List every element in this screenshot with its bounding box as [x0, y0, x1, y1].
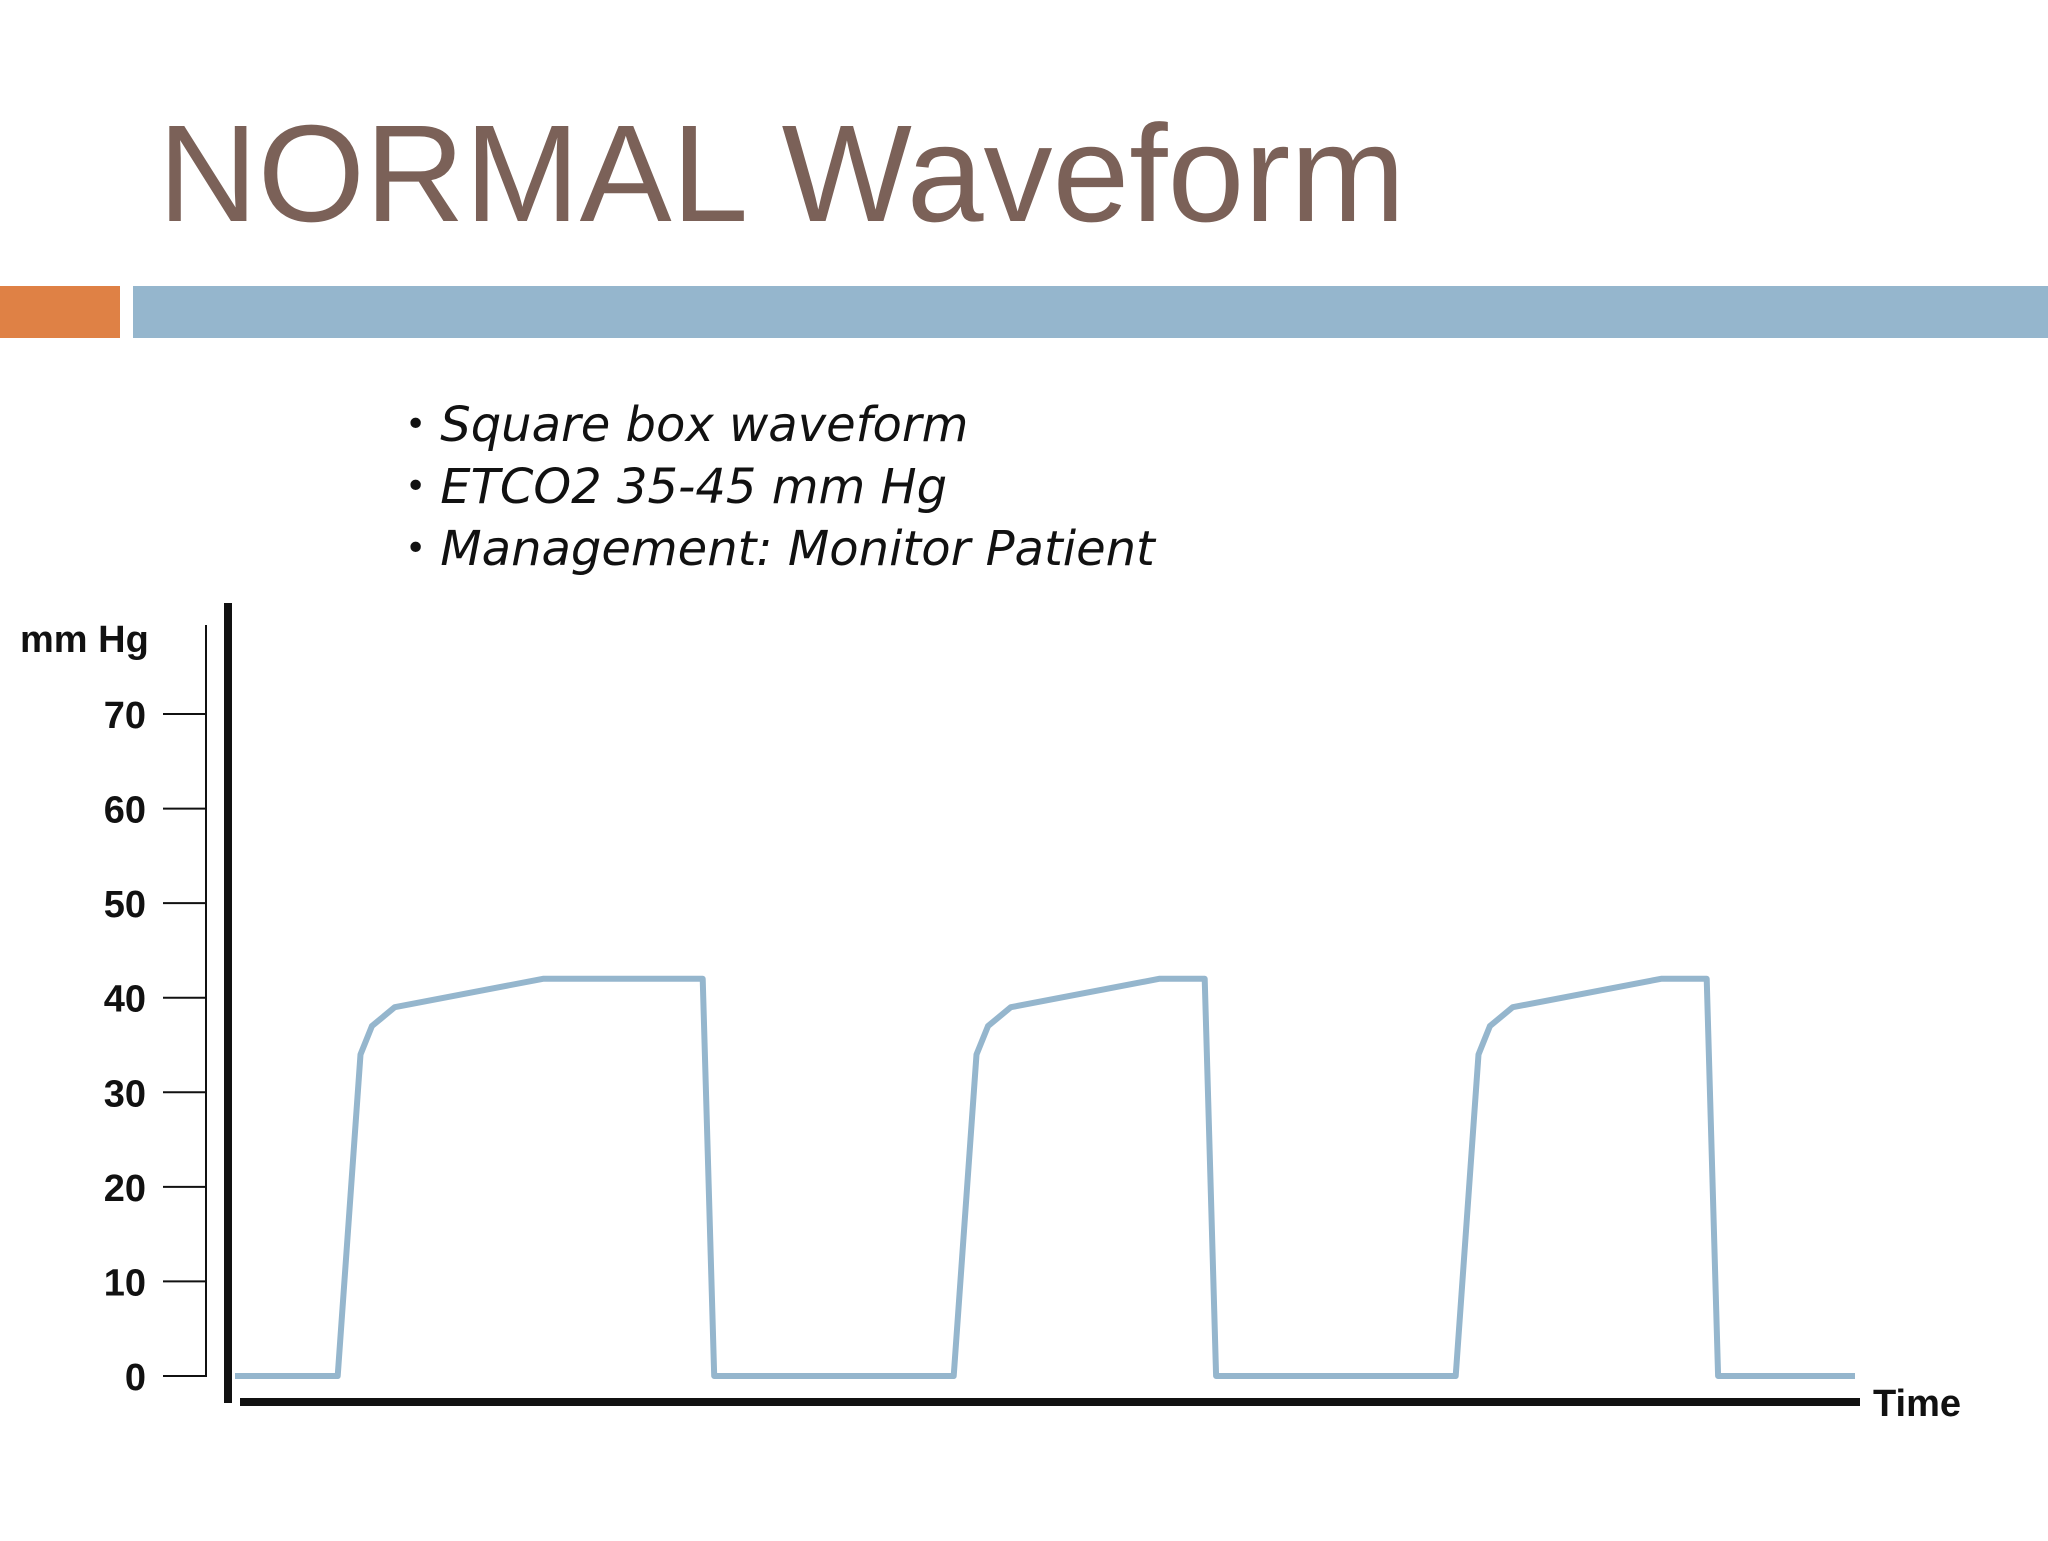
bullet-item: • Management: Monitor Patient [405, 518, 1155, 580]
bullet-dot-icon: • [405, 404, 427, 445]
bullet-item: • ETCO2 35-45 mm Hg [405, 456, 1155, 518]
y-tick-label: 0 [125, 1357, 146, 1399]
y-tick-label: 40 [104, 979, 146, 1021]
bullet-dot-icon: • [405, 466, 427, 507]
y-axis-label: mm Hg [20, 619, 149, 661]
title-accent-bar-orange [0, 286, 120, 338]
y-tick-label: 10 [104, 1262, 146, 1304]
y-tick-label: 50 [104, 884, 146, 926]
title-accent-bar-blue [133, 286, 2048, 338]
bullet-item: • Square box waveform [405, 394, 1155, 456]
bullet-text: Square box waveform [440, 397, 969, 453]
bullet-list: • Square box waveform • ETCO2 35-45 mm Hg … [405, 394, 1155, 580]
y-tick-label: 70 [104, 695, 146, 737]
slide-title: NORMAL Waveform [158, 97, 1406, 251]
y-tick-label: 30 [104, 1073, 146, 1115]
x-axis-label: Time [1873, 1383, 1961, 1425]
y-tick-label: 60 [104, 790, 146, 832]
waveform-line [235, 975, 1855, 1379]
bullet-text: Management: Monitor Patient [440, 521, 1155, 577]
bullet-text: ETCO2 35-45 mm Hg [440, 459, 948, 515]
y-tick-label: 20 [104, 1168, 146, 1210]
bullet-dot-icon: • [405, 528, 427, 569]
